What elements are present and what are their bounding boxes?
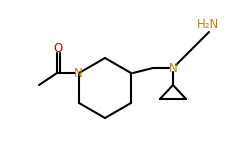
Text: N: N: [169, 61, 177, 75]
Text: H₂N: H₂N: [197, 17, 219, 31]
Text: N: N: [74, 67, 82, 80]
Text: O: O: [53, 42, 63, 54]
